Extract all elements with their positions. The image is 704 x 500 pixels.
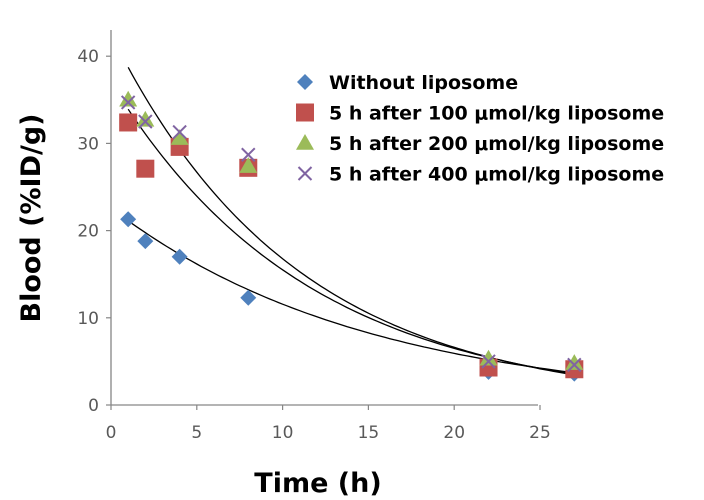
legend-label: Without liposome xyxy=(329,72,518,94)
y-ticks: 0 10 20 30 40 xyxy=(77,47,111,416)
data-point-x xyxy=(172,124,187,140)
data-point-square xyxy=(119,113,138,132)
y-tick-label: 0 xyxy=(88,396,99,416)
data-point-triangle xyxy=(565,354,584,370)
y-tick-label: 40 xyxy=(77,47,99,67)
legend-marker-x xyxy=(297,166,313,181)
data-point-x xyxy=(241,147,256,162)
data-point-triangle xyxy=(119,90,138,107)
legend-label: 5 h after 100 μmol/kg liposome xyxy=(329,103,664,125)
data-point-triangle xyxy=(239,157,258,173)
legend: Without liposome 5 h after 100 μmol/kg li… xyxy=(296,72,664,186)
x-axis-title: Time (h) xyxy=(254,468,381,499)
data-point-diamond xyxy=(120,211,137,228)
data-point-diamond xyxy=(137,233,154,250)
data-point-triangle xyxy=(136,110,155,127)
data-point-diamond xyxy=(240,289,257,306)
x-tick-label: 10 xyxy=(272,423,294,443)
data-point-triangle xyxy=(170,129,189,145)
x-tick-label: 0 xyxy=(106,423,117,443)
legend-marker-square xyxy=(296,103,314,122)
trendline xyxy=(127,220,575,374)
axes: 0 10 20 30 40 0 5 10 15 20 25 xyxy=(77,30,551,443)
legend-marker-diamond xyxy=(297,74,313,90)
data-point-square xyxy=(136,159,155,178)
trendline xyxy=(127,66,575,376)
x-tick-label: 20 xyxy=(443,423,465,443)
data-point-x xyxy=(567,357,582,373)
trendlines xyxy=(127,66,575,376)
legend-label: 5 h after 200 μmol/kg liposome xyxy=(329,133,664,155)
data-point-x xyxy=(481,354,496,369)
y-tick-label: 10 xyxy=(77,309,99,329)
data-point-triangle xyxy=(479,349,498,366)
x-tick-label: 25 xyxy=(529,423,551,443)
y-tick-label: 30 xyxy=(77,134,99,154)
y-axis-title: Blood (%ID/g) xyxy=(16,113,47,322)
x-tick-label: 5 xyxy=(191,423,202,443)
legend-marker-triangle xyxy=(296,134,314,150)
data-point-x xyxy=(120,95,136,110)
y-tick-label: 20 xyxy=(77,222,99,242)
data-point-diamond xyxy=(171,248,188,265)
x-ticks: 0 5 10 15 20 25 xyxy=(106,405,551,443)
legend-label: 5 h after 400 μmol/kg liposome xyxy=(329,164,664,186)
data-point-x xyxy=(138,114,153,129)
data-points xyxy=(119,90,584,382)
x-tick-label: 15 xyxy=(358,423,380,443)
